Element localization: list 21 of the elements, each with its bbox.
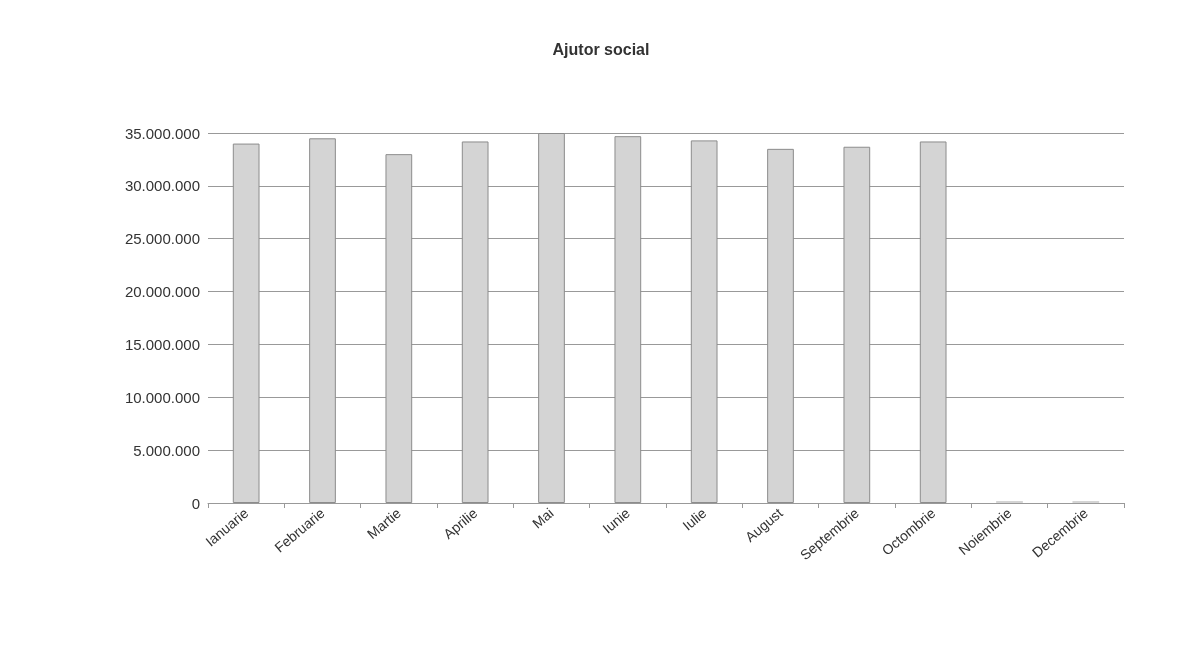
bar [461, 141, 489, 503]
y-tick-label: 30.000.000 [124, 177, 200, 195]
bar [767, 148, 794, 503]
x-tick-label: Mai [529, 504, 557, 532]
bar [385, 154, 413, 503]
y-tick-label: 25.000.000 [124, 230, 200, 248]
bar [843, 146, 871, 503]
y-tick-label: 15.000.000 [124, 335, 200, 353]
y-tick-label: 0 [191, 494, 200, 512]
x-tick-label: Iulie [679, 504, 710, 534]
y-tick-label: 10.000.000 [124, 388, 200, 406]
y-tick-label: 5.000.000 [133, 441, 200, 459]
bar [919, 141, 947, 503]
y-tick-label: 35.000.000 [124, 124, 200, 142]
bar [614, 136, 642, 503]
bar [232, 143, 260, 503]
bar [309, 138, 336, 503]
chart-title: Ajutor social [552, 40, 650, 58]
bar [690, 140, 718, 503]
y-tick-label: 20.000.000 [124, 283, 200, 301]
bar [538, 133, 565, 503]
